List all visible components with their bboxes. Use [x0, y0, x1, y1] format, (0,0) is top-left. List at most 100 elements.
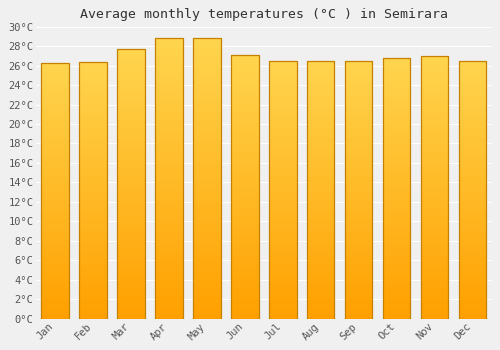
Bar	[231, 306, 258, 309]
Bar	[421, 121, 448, 125]
Bar	[459, 312, 486, 315]
Bar	[307, 93, 334, 96]
Bar	[42, 101, 69, 104]
Bar	[231, 88, 258, 91]
Bar	[231, 243, 258, 246]
Bar	[383, 283, 410, 286]
Bar	[459, 103, 486, 106]
Bar	[345, 132, 372, 135]
Bar	[421, 181, 448, 184]
Bar	[459, 293, 486, 296]
Bar	[156, 74, 182, 77]
Bar	[80, 232, 106, 235]
Bar	[231, 276, 258, 279]
Bar	[42, 267, 69, 271]
Bar	[345, 264, 372, 267]
Bar	[307, 106, 334, 109]
Bar	[42, 136, 69, 139]
Bar	[459, 61, 486, 319]
Bar	[80, 197, 106, 200]
Bar	[421, 289, 448, 292]
Bar	[383, 224, 410, 227]
Bar	[80, 315, 106, 318]
Bar	[269, 96, 296, 99]
Bar	[231, 147, 258, 150]
Bar	[307, 206, 334, 209]
Bar	[156, 308, 182, 312]
Bar	[194, 172, 220, 175]
Bar	[42, 175, 69, 178]
Bar	[269, 145, 296, 148]
Bar	[156, 136, 182, 140]
Bar	[459, 83, 486, 86]
Bar	[383, 195, 410, 198]
Bar	[269, 80, 296, 83]
Bar	[42, 232, 69, 236]
Bar	[194, 276, 220, 280]
Bar	[42, 194, 69, 197]
Bar	[42, 139, 69, 143]
Bar	[383, 260, 410, 263]
Bar	[383, 315, 410, 318]
Bar	[80, 119, 106, 123]
Bar	[383, 117, 410, 120]
Bar	[118, 113, 144, 117]
Bar	[118, 63, 144, 66]
Bar	[42, 248, 69, 251]
Bar	[80, 274, 106, 277]
Bar	[231, 81, 258, 85]
Bar	[231, 98, 258, 101]
Bar	[345, 257, 372, 260]
Bar	[269, 141, 296, 145]
Bar	[307, 125, 334, 128]
Bar	[345, 244, 372, 248]
Bar	[383, 286, 410, 289]
Bar	[345, 312, 372, 315]
Bar	[307, 161, 334, 164]
Bar	[194, 193, 220, 196]
Bar	[421, 151, 448, 154]
Bar	[118, 140, 144, 143]
Bar	[156, 315, 182, 318]
Bar	[194, 220, 220, 224]
Bar	[231, 200, 258, 203]
Bar	[383, 152, 410, 156]
Bar	[307, 222, 334, 225]
Bar	[459, 109, 486, 112]
Bar	[194, 224, 220, 228]
Bar	[156, 38, 182, 318]
Bar	[42, 242, 69, 245]
Bar	[307, 141, 334, 145]
Bar	[194, 231, 220, 234]
Bar	[421, 161, 448, 164]
Bar	[42, 72, 69, 76]
Bar	[421, 82, 448, 85]
Bar	[345, 215, 372, 219]
Bar	[459, 167, 486, 170]
Bar	[80, 145, 106, 148]
Bar	[80, 75, 106, 78]
Bar	[118, 147, 144, 150]
Bar	[269, 289, 296, 293]
Bar	[80, 245, 106, 248]
Bar	[307, 248, 334, 251]
Bar	[345, 283, 372, 286]
Bar	[156, 304, 182, 308]
Bar	[42, 117, 69, 120]
Bar	[42, 236, 69, 239]
Bar	[383, 312, 410, 315]
Bar	[80, 164, 106, 168]
Bar	[307, 83, 334, 86]
Bar	[345, 254, 372, 257]
Bar	[421, 112, 448, 115]
Bar	[459, 302, 486, 306]
Bar	[156, 116, 182, 119]
Bar	[345, 180, 372, 183]
Bar	[269, 302, 296, 306]
Bar	[459, 158, 486, 161]
Bar	[194, 38, 220, 318]
Bar	[459, 264, 486, 267]
Bar	[231, 246, 258, 249]
Bar	[156, 172, 182, 175]
Bar	[194, 136, 220, 140]
